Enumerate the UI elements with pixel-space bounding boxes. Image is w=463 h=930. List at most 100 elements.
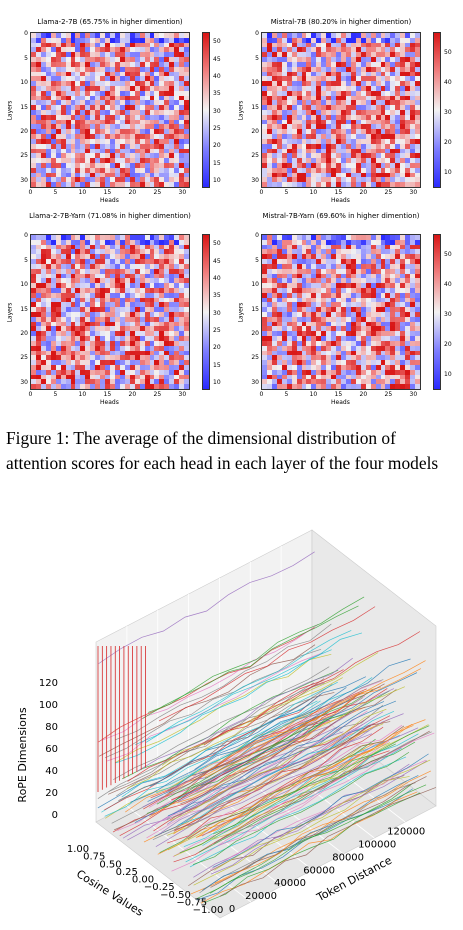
heatmap-cell [105,340,110,346]
heatmap-cell [50,172,56,178]
heatmap-cell [45,360,51,365]
heatmap-cell [144,297,150,303]
heatmap-cell [385,47,391,53]
heatmap-cell [35,235,41,240]
heatmap-cell [85,283,91,288]
x-tick-label: 5 [284,391,289,398]
heatmap-cell [341,162,346,168]
heatmap-cell [60,278,66,284]
heatmap-cell [276,95,282,101]
heatmap-cell [134,148,140,154]
heatmap-cell [262,177,267,183]
heatmap-cell [134,278,140,284]
heatmap-cell [370,254,376,260]
heatmap-cell [139,90,145,96]
heatmap-cell [395,331,401,337]
heatmap-cell [390,47,396,53]
heatmap-cell [139,167,145,173]
heatmap-cell [336,259,341,264]
heatmap-cell [85,355,91,361]
heatmap-cell [306,302,312,308]
heatmap-cell [129,350,135,356]
heatmap-cell [100,177,106,183]
heatmap-cell [321,167,327,173]
heatmap-cell [316,239,322,245]
heatmap-cell [281,384,287,389]
colorbar-tick: 10 [213,379,221,387]
heatmap-cell [326,384,332,389]
heatmap-cell [266,85,272,91]
heatmap-cell [365,336,371,341]
heatmap-cell [114,350,120,356]
heatmap-cell [355,379,361,385]
heatmap-cell [169,331,175,337]
heatmap-cell [35,182,41,187]
heatmap-cell [50,297,56,303]
heatmap-cell [65,138,71,144]
heatmap-cell [385,259,391,264]
heatmap-cell [360,364,366,370]
heatmap-cell [100,321,106,327]
heatmap-cell [75,316,81,322]
heatmap-cell [35,384,41,389]
heatmap-cell [40,312,46,317]
heatmap-cell [262,42,267,48]
heatmap-cell [266,129,272,135]
heatmap-cell [291,259,297,264]
heatmap-cell [336,42,341,48]
heatmap-cell [65,177,71,183]
heatmap-cell [321,268,327,274]
heatmap-cell [316,162,322,168]
heatmap-cell [395,278,401,284]
heatmap-cell [114,259,120,264]
heatmap-cell [85,360,91,365]
heatmap-cell [311,364,317,370]
heatmap-cell [110,76,115,82]
heatmap-cell [390,42,396,48]
heatmap-cell [124,364,130,370]
heatmap-cell [365,105,371,110]
heatmap-cell [55,263,61,269]
heatmap-cell [405,283,411,288]
heatmap-cell [311,321,317,327]
heatmap-cell [296,336,302,341]
heatmap-cell [75,76,81,82]
heatmap-cell [55,167,61,173]
heatmap-cell [40,148,46,154]
heatmap-cell [70,61,76,67]
heatmap-cell [65,364,71,370]
heatmap-cell [124,100,130,106]
heatmap-cell [355,100,361,106]
heatmap-cell [266,47,272,53]
heatmap-cell [110,292,115,298]
heatmap-cell [281,85,287,91]
heatmap-cell [345,331,351,337]
heatmap-cell [95,287,101,293]
heatmap-cell [395,374,401,380]
heatmap-cell [90,244,96,250]
heatmap-cell [360,37,366,43]
heatmap-cell [410,350,416,356]
heatmap-cell [271,47,277,53]
heatmap-cell [149,134,155,139]
heatmap-cell [390,331,396,337]
heatmap-cell [144,76,150,82]
heatmap-cell [405,364,411,370]
heatmap-cell [286,326,292,332]
heatmap-cell [139,57,145,62]
heatmap-cell [405,307,411,312]
heatmap-cell [350,297,356,303]
heatmap-cell [95,158,101,163]
heatmap-cell [405,129,411,135]
heatmap-cell [281,239,287,245]
heatmap-cell [159,167,165,173]
heatmap-cell [174,374,180,380]
heatmap-cell [405,105,411,110]
heatmap-cell [266,268,272,274]
y-tick-label: 5 [255,54,259,62]
heatmap-cell [85,124,91,130]
heatmap-cell [184,172,189,178]
heatmap-cell [341,263,346,269]
heatmap-cell [276,336,282,341]
heatmap-cell [184,138,189,144]
